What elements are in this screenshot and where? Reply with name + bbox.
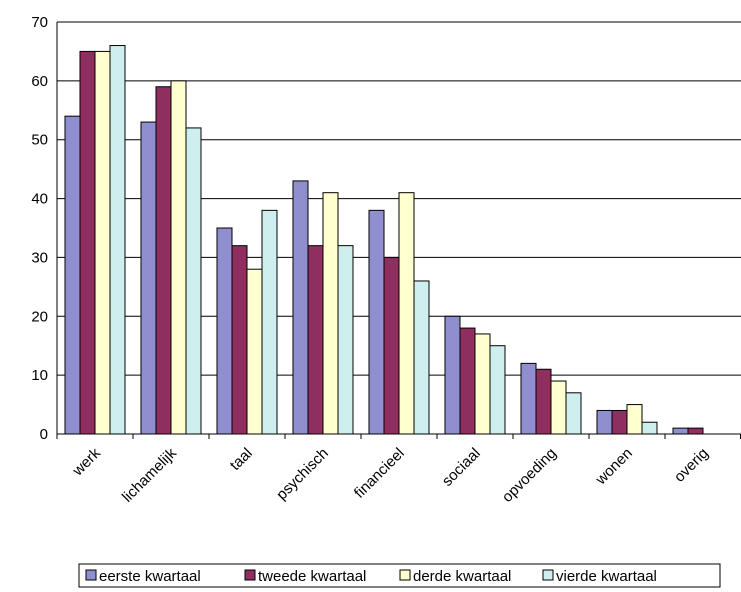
x-tick-label: psychisch — [273, 445, 332, 504]
legend-swatch — [244, 569, 256, 581]
bar-taal-3 — [261, 209, 278, 435]
legend-label: vierde kwartaal — [556, 568, 657, 585]
bar-opvoeding-1 — [535, 368, 552, 435]
x-tick-label: wonen — [592, 445, 636, 489]
bar-taal-2 — [246, 268, 263, 435]
bar-werk-2 — [94, 50, 111, 435]
bar-opvoeding-0 — [520, 362, 537, 435]
x-tick-label: sociaal — [439, 445, 484, 490]
x-tick-label: financieel — [351, 445, 408, 502]
legend-swatch — [542, 569, 554, 581]
bar-financieel-2 — [398, 192, 415, 435]
legend-swatch — [85, 569, 97, 581]
bar-overig-1 — [687, 427, 704, 435]
y-tick-label: 20 — [31, 308, 48, 325]
y-tick-label: 40 — [31, 191, 48, 208]
y-tick-label: 10 — [31, 367, 48, 384]
x-tick-label: overig — [671, 445, 712, 486]
bar-psychisch-0 — [292, 180, 309, 435]
bars — [64, 45, 704, 435]
bar-sociaal-1 — [459, 327, 476, 435]
axes — [56, 22, 741, 439]
x-tick-label: taal — [227, 445, 256, 474]
bar-opvoeding-3 — [565, 392, 582, 435]
legend-swatch — [399, 569, 411, 581]
bar-financieel-0 — [368, 209, 385, 435]
y-tick-label: 60 — [31, 73, 48, 90]
bar-wonen-0 — [596, 409, 613, 435]
x-tick-label: opvoeding — [499, 445, 560, 506]
bar-lichamelijk-3 — [185, 127, 202, 435]
bar-psychisch-2 — [322, 192, 339, 435]
y-tick-label: 70 — [31, 14, 48, 31]
legend: eerste kwartaal tweede kwartaal derde kwar… — [78, 563, 721, 588]
bar-taal-0 — [216, 227, 233, 435]
legend-label: tweede kwartaal — [258, 568, 366, 585]
x-tick-label: lichamelijk — [119, 444, 180, 505]
y-tick-label: 0 — [40, 426, 48, 443]
bar-wonen-3 — [641, 421, 658, 435]
legend-label: eerste kwartaal — [99, 568, 201, 585]
bar-lichamelijk-1 — [155, 86, 172, 435]
x-tick-labels: werk lichamelijk taal psychisch financieel so… — [69, 444, 712, 505]
bar-overig-0 — [672, 427, 689, 435]
bar-psychisch-1 — [307, 245, 324, 435]
y-tick-label: 30 — [31, 249, 48, 266]
bar-wonen-2 — [626, 404, 643, 435]
legend-label: derde kwartaal — [413, 568, 511, 585]
bar-werk-1 — [79, 50, 96, 435]
bar-psychisch-3 — [337, 245, 354, 435]
bar-lichamelijk-0 — [140, 121, 157, 435]
bar-taal-1 — [231, 245, 248, 435]
bar-financieel-3 — [413, 280, 430, 435]
y-tick-label: 50 — [31, 132, 48, 149]
bar-werk-3 — [109, 45, 126, 435]
bar-opvoeding-2 — [550, 380, 567, 435]
bar-sociaal-0 — [444, 315, 461, 435]
bar-werk-0 — [64, 115, 81, 435]
bar-sociaal-3 — [489, 345, 506, 435]
bar-lichamelijk-2 — [170, 80, 187, 435]
bar-sociaal-2 — [474, 333, 491, 435]
bar-financieel-1 — [383, 256, 400, 435]
y-tick-labels: 0 10 20 30 40 50 60 70 — [31, 14, 48, 443]
bar-wonen-1 — [611, 409, 628, 435]
x-tick-label: werk — [69, 444, 104, 479]
